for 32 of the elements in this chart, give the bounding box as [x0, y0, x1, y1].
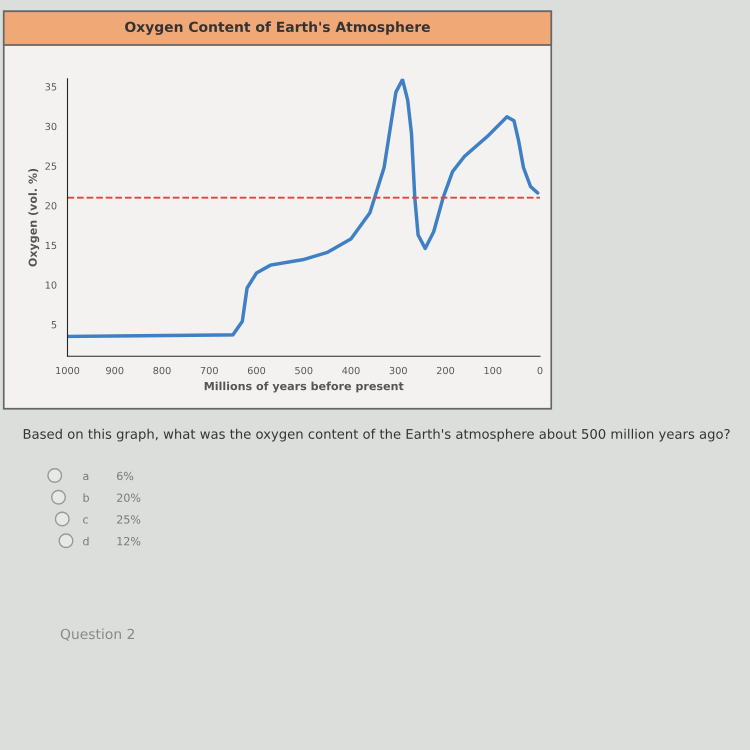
x-tick-label: 300 [390, 366, 407, 374]
x-tick-label: 100 [484, 366, 502, 374]
text: a [83, 474, 88, 480]
y-tick-label: 15 [46, 242, 56, 250]
x-tick-label: 800 [153, 366, 171, 374]
x-axis-title: Millions of years before present [204, 382, 404, 392]
x-tick-label: 0 [538, 366, 542, 374]
text: Question 2 [60, 628, 134, 641]
x-tick-label: 900 [106, 366, 124, 374]
chart-title: Oxygen Content of Earth's Atmosphere [125, 21, 430, 35]
y-axis-title: Oxygen (vol. %) [28, 168, 40, 267]
y-tick-label: 35 [45, 83, 56, 91]
x-tick-label: 700 [200, 366, 218, 374]
x-tick-label: 600 [248, 366, 266, 374]
text: 12% [117, 537, 140, 546]
y-tick-label: 10 [46, 281, 56, 289]
x-tick-label: 500 [295, 366, 312, 374]
text: Based on this graph, what was the oxygen content of the Earth's atmosphere about 500 million years ago? [24, 428, 730, 442]
text: d [83, 536, 89, 546]
line-series [68, 78, 540, 338]
x-tick-label: 400 [342, 366, 360, 374]
text: 25% [117, 515, 140, 524]
text: c [83, 517, 88, 524]
text: 6% [117, 472, 134, 480]
text: b [84, 493, 89, 502]
y-tick-label: 30 [45, 122, 56, 130]
y-tick-label: 20 [45, 202, 56, 210]
text: 20% [117, 494, 140, 502]
x-tick-label: 200 [436, 366, 454, 374]
x-tick-label: 1000 [56, 366, 80, 374]
y-tick-label: 5 [52, 321, 56, 328]
y-tick-label: 25 [45, 162, 56, 170]
